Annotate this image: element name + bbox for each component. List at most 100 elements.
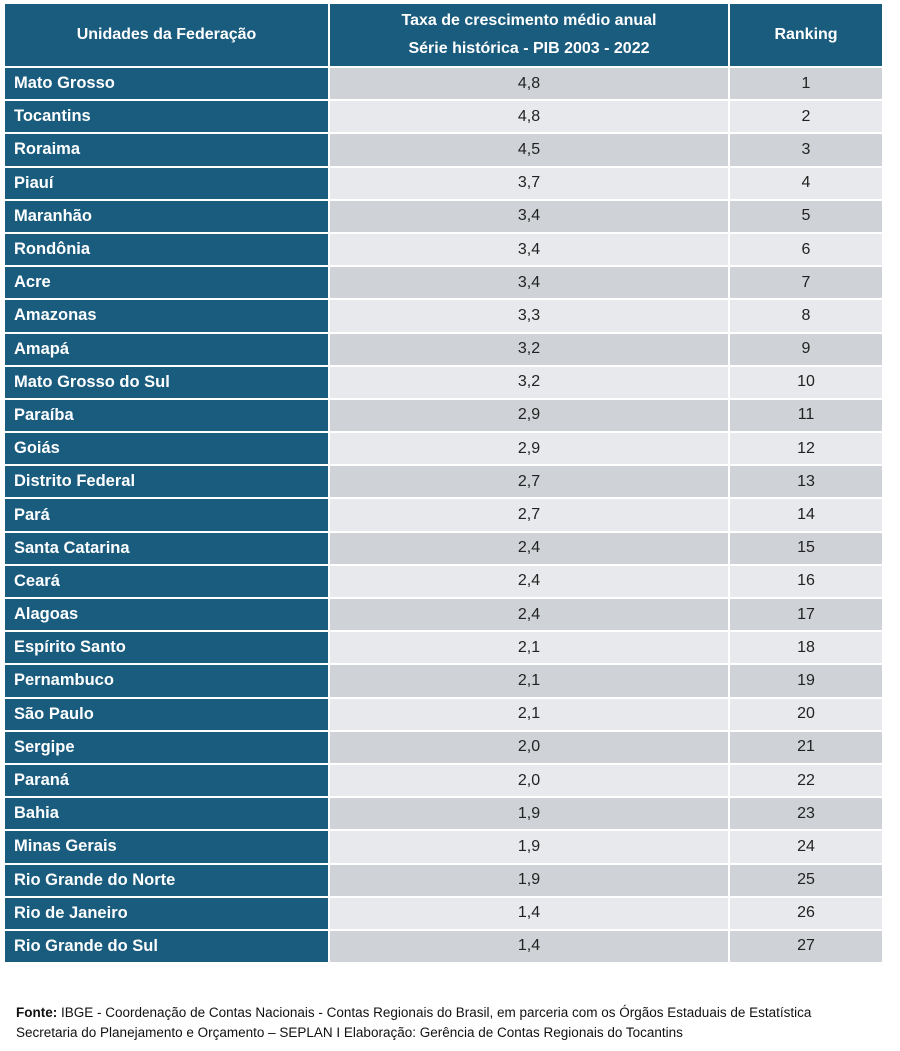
table-row: Alagoas 2,4 17 — [5, 599, 882, 631]
table-row: Ceará 2,4 16 — [5, 565, 882, 597]
cell-ranking: 7 — [730, 267, 882, 299]
source-footer: Fonte: IBGE - Coordenação de Contas Naci… — [16, 1003, 811, 1043]
table-row: Rio de Janeiro 1,4 26 — [5, 897, 882, 929]
cell-taxa: 3,4 — [330, 233, 728, 266]
cell-taxa: 1,9 — [330, 864, 728, 896]
table-row: Bahia 1,9 23 — [5, 798, 882, 830]
cell-uf: Bahia — [5, 798, 328, 830]
header-taxa-line1: Taxa de crescimento médio anual — [401, 12, 657, 29]
cell-taxa: 3,4 — [330, 200, 728, 232]
cell-uf: Rio Grande do Sul — [5, 930, 328, 963]
cell-ranking: 1 — [730, 68, 882, 100]
cell-uf: Pernambuco — [5, 665, 328, 697]
cell-uf: Goiás — [5, 433, 328, 465]
cell-taxa: 3,3 — [330, 300, 728, 332]
cell-uf: Roraima — [5, 134, 328, 166]
cell-uf: Maranhão — [5, 200, 328, 232]
cell-ranking: 22 — [730, 764, 882, 797]
cell-taxa: 2,7 — [330, 499, 728, 531]
cell-uf: Distrito Federal — [5, 466, 328, 498]
cell-ranking: 24 — [730, 831, 882, 863]
table-row: Maranhão 3,4 5 — [5, 200, 882, 232]
cell-uf: Pará — [5, 499, 328, 531]
cell-taxa: 3,2 — [330, 366, 728, 398]
cell-uf: Rio Grande do Norte — [5, 864, 328, 896]
table-row: Roraima 4,5 3 — [5, 134, 882, 166]
table-row: Acre 3,4 7 — [5, 267, 882, 299]
cell-ranking: 15 — [730, 532, 882, 564]
cell-taxa: 2,1 — [330, 632, 728, 664]
cell-taxa: 1,4 — [330, 930, 728, 963]
cell-uf: Mato Grosso do Sul — [5, 366, 328, 398]
cell-taxa: 1,9 — [330, 798, 728, 830]
cell-ranking: 19 — [730, 665, 882, 697]
cell-ranking: 12 — [730, 433, 882, 465]
cell-taxa: 2,0 — [330, 731, 728, 763]
cell-ranking: 3 — [730, 134, 882, 166]
table-row: Amapá 3,2 9 — [5, 333, 882, 365]
table-row: Goiás 2,9 12 — [5, 433, 882, 465]
cell-uf: Santa Catarina — [5, 532, 328, 564]
cell-uf: Rio de Janeiro — [5, 897, 328, 929]
cell-ranking: 13 — [730, 466, 882, 498]
cell-uf: Minas Gerais — [5, 831, 328, 863]
header-taxa: Taxa de crescimento médio anual Série hi… — [330, 4, 728, 66]
cell-ranking: 16 — [730, 565, 882, 597]
cell-uf: Amapá — [5, 333, 328, 365]
cell-ranking: 11 — [730, 399, 882, 432]
cell-ranking: 10 — [730, 366, 882, 398]
cell-uf: Piauí — [5, 167, 328, 199]
table-row: Pernambuco 2,1 19 — [5, 665, 882, 697]
cell-uf: Alagoas — [5, 599, 328, 631]
table-row: Mato Grosso do Sul 3,2 10 — [5, 366, 882, 398]
cell-taxa: 2,1 — [330, 665, 728, 697]
cell-taxa: 2,0 — [330, 764, 728, 797]
table-row: Mato Grosso 4,8 1 — [5, 68, 882, 100]
cell-taxa: 2,1 — [330, 698, 728, 730]
table-row: Minas Gerais 1,9 24 — [5, 831, 882, 863]
cell-uf: Paraíba — [5, 399, 328, 432]
cell-ranking: 6 — [730, 233, 882, 266]
table-row: Rio Grande do Sul 1,4 27 — [5, 930, 882, 963]
cell-taxa: 3,7 — [330, 167, 728, 199]
table-row: Santa Catarina 2,4 15 — [5, 532, 882, 564]
footer-line1: Fonte: IBGE - Coordenação de Contas Naci… — [16, 1003, 811, 1023]
table-row: Amazonas 3,3 8 — [5, 300, 882, 332]
cell-taxa: 2,9 — [330, 399, 728, 432]
table-row: Distrito Federal 2,7 13 — [5, 466, 882, 498]
table-row: Tocantins 4,8 2 — [5, 101, 882, 133]
cell-ranking: 9 — [730, 333, 882, 365]
cell-uf: Ceará — [5, 565, 328, 597]
cell-taxa: 4,5 — [330, 134, 728, 166]
cell-uf: Paraná — [5, 764, 328, 797]
cell-taxa: 2,4 — [330, 532, 728, 564]
cell-ranking: 5 — [730, 200, 882, 232]
cell-ranking: 21 — [730, 731, 882, 763]
footer-source: IBGE - Coordenação de Contas Nacionais -… — [57, 1005, 812, 1020]
footer-label: Fonte: — [16, 1005, 58, 1020]
cell-taxa: 2,4 — [330, 565, 728, 597]
table-row: Paraíba 2,9 11 — [5, 399, 882, 432]
cell-uf: Tocantins — [5, 101, 328, 133]
footer-line2: Secretaria do Planejamento e Orçamento –… — [16, 1025, 683, 1040]
table-row: Rio Grande do Norte 1,9 25 — [5, 864, 882, 896]
cell-ranking: 27 — [730, 930, 882, 963]
cell-taxa: 2,7 — [330, 466, 728, 498]
cell-taxa: 2,9 — [330, 433, 728, 465]
header-taxa-line2: Série histórica - PIB 2003 - 2022 — [408, 40, 650, 57]
table-row: Pará 2,7 14 — [5, 499, 882, 531]
cell-ranking: 2 — [730, 101, 882, 133]
cell-uf: Rondônia — [5, 233, 328, 266]
cell-ranking: 14 — [730, 499, 882, 531]
cell-uf: Espírito Santo — [5, 632, 328, 664]
cell-taxa: 4,8 — [330, 68, 728, 100]
cell-ranking: 4 — [730, 167, 882, 199]
table-row: Paraná 2,0 22 — [5, 764, 882, 797]
cell-ranking: 20 — [730, 698, 882, 730]
cell-taxa: 3,4 — [330, 267, 728, 299]
header-ranking: Ranking — [730, 4, 882, 66]
cell-taxa: 2,4 — [330, 599, 728, 631]
table-row: Espírito Santo 2,1 18 — [5, 632, 882, 664]
cell-uf: Sergipe — [5, 731, 328, 763]
pib-growth-table: Unidades da Federação Taxa de cresciment… — [3, 2, 884, 964]
